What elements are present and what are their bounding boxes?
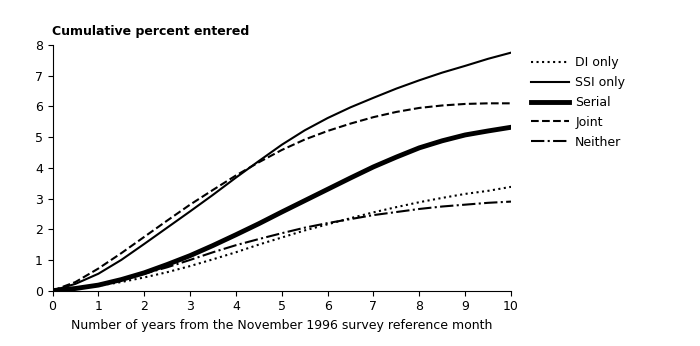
Text: Cumulative percent entered: Cumulative percent entered [52, 25, 250, 38]
X-axis label: Number of years from the November 1996 survey reference month: Number of years from the November 1996 s… [71, 319, 492, 332]
Legend: DI only, SSI only, Serial, Joint, Neither: DI only, SSI only, Serial, Joint, Neithe… [526, 51, 630, 154]
